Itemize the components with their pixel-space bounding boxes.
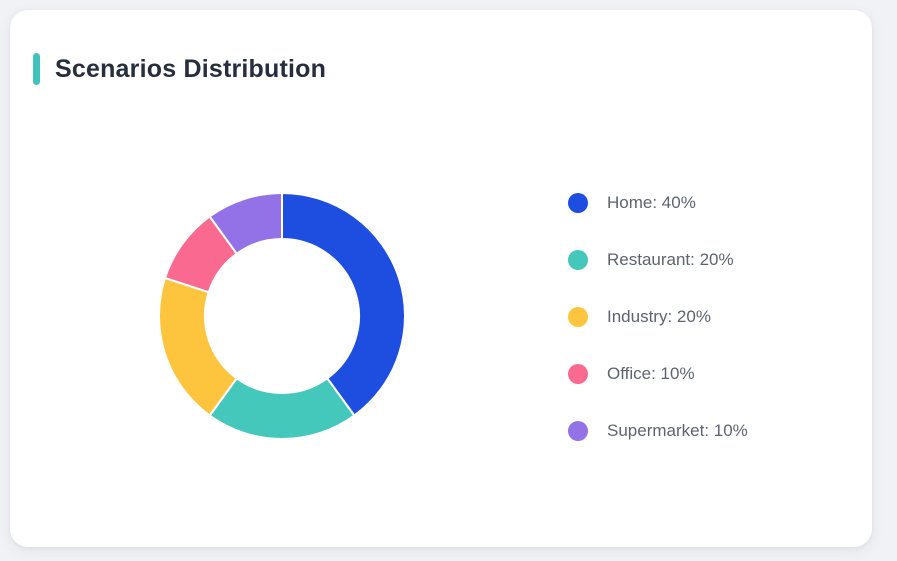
legend: Home: 40% Restaurant: 20% Industry: 20% Off… <box>568 192 748 441</box>
legend-item-office[interactable]: Office: 10% <box>568 363 748 384</box>
donut-slice-restaurant[interactable] <box>208 377 356 440</box>
legend-dot-industry <box>568 306 588 327</box>
donut-slice-industry[interactable] <box>158 276 238 417</box>
scenarios-distribution-card: Scenarios Distribution Home: 40% Restaura… <box>10 10 872 547</box>
legend-item-supermarket[interactable]: Supermarket: 10% <box>568 420 748 441</box>
donut-chart <box>158 192 406 440</box>
legend-item-industry[interactable]: Industry: 20% <box>568 306 748 327</box>
card-header: Scenarios Distribution <box>33 53 326 85</box>
legend-label: Home: 40% <box>607 192 696 212</box>
legend-label: Office: 10% <box>607 363 695 383</box>
legend-dot-supermarket <box>568 420 588 441</box>
legend-label: Supermarket: 10% <box>607 420 748 440</box>
legend-item-home[interactable]: Home: 40% <box>568 192 748 213</box>
donut-slice-supermarket[interactable] <box>208 192 283 255</box>
legend-dot-office <box>568 363 588 384</box>
legend-label: Industry: 20% <box>607 306 711 326</box>
title-accent-bar <box>33 53 40 85</box>
donut-slice-home[interactable] <box>281 192 406 417</box>
legend-label: Restaurant: 20% <box>607 249 734 269</box>
legend-dot-home <box>568 192 588 213</box>
legend-dot-restaurant <box>568 249 588 270</box>
page-title: Scenarios Distribution <box>55 54 327 83</box>
legend-item-restaurant[interactable]: Restaurant: 20% <box>568 249 748 270</box>
